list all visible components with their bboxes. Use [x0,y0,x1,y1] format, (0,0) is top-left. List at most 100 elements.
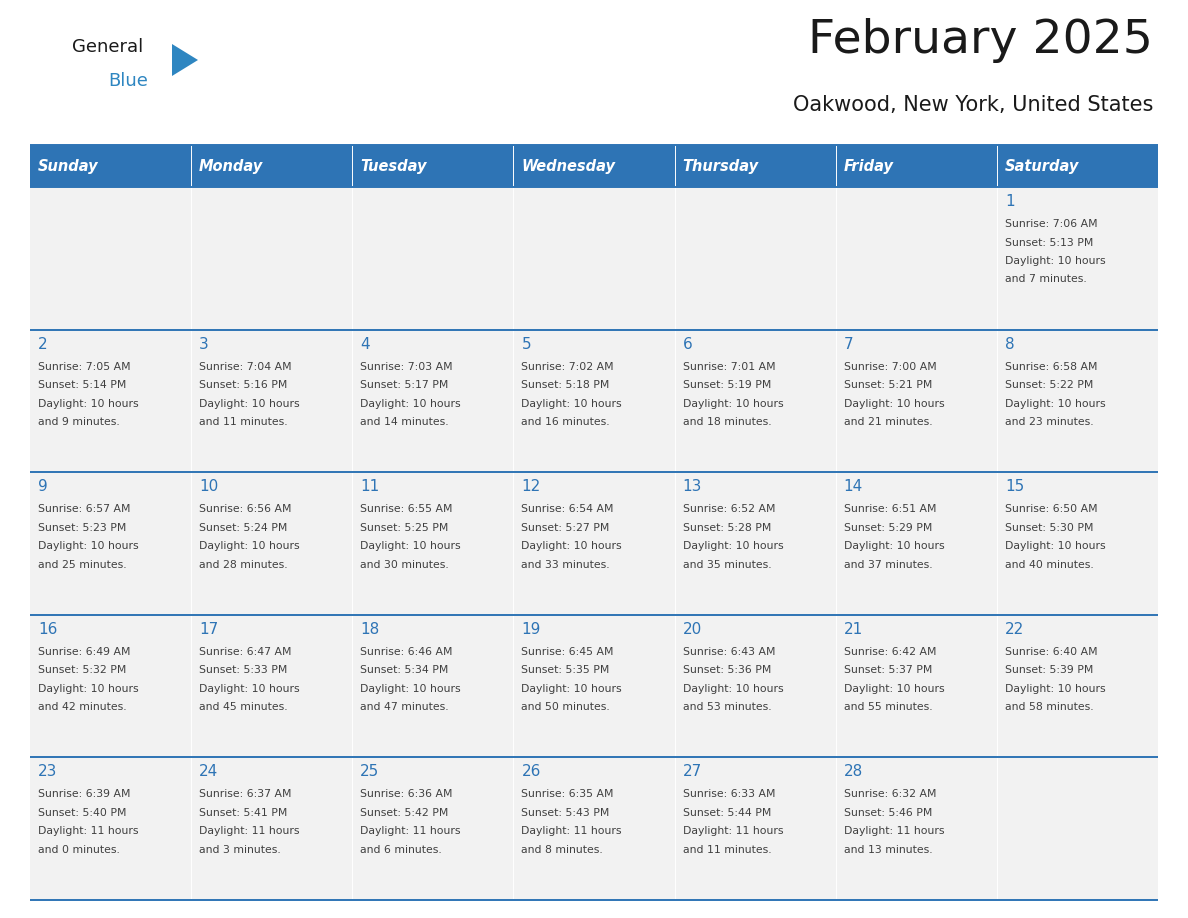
Text: Sunrise: 6:50 AM: Sunrise: 6:50 AM [1005,504,1098,514]
Bar [997,757,1158,900]
Text: Monday: Monday [200,159,264,174]
Text: February 2025: February 2025 [808,18,1154,63]
Bar [30,145,1158,187]
Text: 17: 17 [200,621,219,637]
Text: Sunrise: 6:56 AM: Sunrise: 6:56 AM [200,504,291,514]
Bar [30,330,191,472]
Text: 8: 8 [1005,337,1015,352]
Text: Wednesday: Wednesday [522,159,615,174]
Text: Sunrise: 6:36 AM: Sunrise: 6:36 AM [360,789,453,800]
Text: Friday: Friday [843,159,893,174]
Text: and 40 minutes.: and 40 minutes. [1005,560,1094,570]
Text: Sunrise: 6:49 AM: Sunrise: 6:49 AM [38,647,131,656]
Text: Sunset: 5:41 PM: Sunset: 5:41 PM [200,808,287,818]
Text: 9: 9 [38,479,48,494]
Text: Oakwood, New York, United States: Oakwood, New York, United States [792,95,1154,115]
Text: Sunset: 5:19 PM: Sunset: 5:19 PM [683,380,771,390]
Text: Sunset: 5:34 PM: Sunset: 5:34 PM [360,666,449,676]
Text: and 25 minutes.: and 25 minutes. [38,560,127,570]
Text: 10: 10 [200,479,219,494]
Text: Daylight: 10 hours: Daylight: 10 hours [683,542,783,551]
Text: Daylight: 10 hours: Daylight: 10 hours [843,684,944,694]
Text: Thursday: Thursday [683,159,759,174]
Text: Sunrise: 6:32 AM: Sunrise: 6:32 AM [843,789,936,800]
Text: Sunset: 5:17 PM: Sunset: 5:17 PM [360,380,449,390]
Text: 24: 24 [200,765,219,779]
Text: 19: 19 [522,621,541,637]
Bar [675,472,835,615]
Text: Daylight: 10 hours: Daylight: 10 hours [683,398,783,409]
Bar [30,187,191,330]
Bar [997,187,1158,330]
Text: and 33 minutes.: and 33 minutes. [522,560,611,570]
Text: and 23 minutes.: and 23 minutes. [1005,417,1093,427]
Text: Sunset: 5:44 PM: Sunset: 5:44 PM [683,808,771,818]
Text: 22: 22 [1005,621,1024,637]
Text: Sunset: 5:21 PM: Sunset: 5:21 PM [843,380,933,390]
Bar [513,472,675,615]
Text: Daylight: 10 hours: Daylight: 10 hours [522,684,623,694]
Text: Sunset: 5:30 PM: Sunset: 5:30 PM [1005,522,1093,532]
Text: General: General [72,38,144,56]
Text: Sunrise: 6:58 AM: Sunrise: 6:58 AM [1005,362,1098,372]
Text: Sunset: 5:46 PM: Sunset: 5:46 PM [843,808,933,818]
Text: 23: 23 [38,765,57,779]
Text: Daylight: 11 hours: Daylight: 11 hours [360,826,461,836]
Text: Sunday: Sunday [38,159,99,174]
Text: 2: 2 [38,337,48,352]
Bar [30,757,191,900]
Text: Sunset: 5:16 PM: Sunset: 5:16 PM [200,380,287,390]
Bar [513,615,675,757]
Text: 7: 7 [843,337,853,352]
Text: Sunrise: 6:35 AM: Sunrise: 6:35 AM [522,789,614,800]
Text: and 45 minutes.: and 45 minutes. [200,702,287,712]
Text: Sunrise: 7:02 AM: Sunrise: 7:02 AM [522,362,614,372]
Bar [835,472,997,615]
Bar [675,187,835,330]
Text: 20: 20 [683,621,702,637]
Text: Sunrise: 7:04 AM: Sunrise: 7:04 AM [200,362,292,372]
Bar [30,472,191,615]
Text: Sunrise: 6:33 AM: Sunrise: 6:33 AM [683,789,775,800]
Text: and 8 minutes.: and 8 minutes. [522,845,604,855]
Bar [675,757,835,900]
Text: Sunrise: 7:01 AM: Sunrise: 7:01 AM [683,362,776,372]
Text: and 6 minutes.: and 6 minutes. [360,845,442,855]
Text: 11: 11 [360,479,379,494]
Text: Sunset: 5:28 PM: Sunset: 5:28 PM [683,522,771,532]
Bar [353,472,513,615]
Text: and 58 minutes.: and 58 minutes. [1005,702,1093,712]
Text: 5: 5 [522,337,531,352]
Text: Sunset: 5:36 PM: Sunset: 5:36 PM [683,666,771,676]
Text: Sunset: 5:27 PM: Sunset: 5:27 PM [522,522,609,532]
Text: and 47 minutes.: and 47 minutes. [360,702,449,712]
Text: Saturday: Saturday [1005,159,1079,174]
Bar [513,330,675,472]
Bar [997,330,1158,472]
Text: Sunset: 5:18 PM: Sunset: 5:18 PM [522,380,609,390]
Text: and 3 minutes.: and 3 minutes. [200,845,280,855]
Text: 25: 25 [360,765,379,779]
Text: Sunset: 5:40 PM: Sunset: 5:40 PM [38,808,126,818]
Text: Sunrise: 6:57 AM: Sunrise: 6:57 AM [38,504,131,514]
Text: and 37 minutes.: and 37 minutes. [843,560,933,570]
Text: and 16 minutes.: and 16 minutes. [522,417,611,427]
Text: Sunrise: 6:43 AM: Sunrise: 6:43 AM [683,647,775,656]
Bar [835,615,997,757]
Text: and 28 minutes.: and 28 minutes. [200,560,287,570]
Text: Sunrise: 7:05 AM: Sunrise: 7:05 AM [38,362,131,372]
Text: Sunrise: 6:54 AM: Sunrise: 6:54 AM [522,504,614,514]
Text: Daylight: 10 hours: Daylight: 10 hours [38,398,139,409]
Text: Daylight: 10 hours: Daylight: 10 hours [1005,542,1106,551]
Text: 6: 6 [683,337,693,352]
Text: Sunrise: 6:45 AM: Sunrise: 6:45 AM [522,647,614,656]
Text: Sunset: 5:24 PM: Sunset: 5:24 PM [200,522,287,532]
Text: and 13 minutes.: and 13 minutes. [843,845,933,855]
Bar [997,615,1158,757]
Bar [513,187,675,330]
Text: Daylight: 10 hours: Daylight: 10 hours [38,542,139,551]
Text: Daylight: 11 hours: Daylight: 11 hours [843,826,944,836]
Text: Sunrise: 6:55 AM: Sunrise: 6:55 AM [360,504,453,514]
Text: 21: 21 [843,621,862,637]
Text: and 0 minutes.: and 0 minutes. [38,845,120,855]
